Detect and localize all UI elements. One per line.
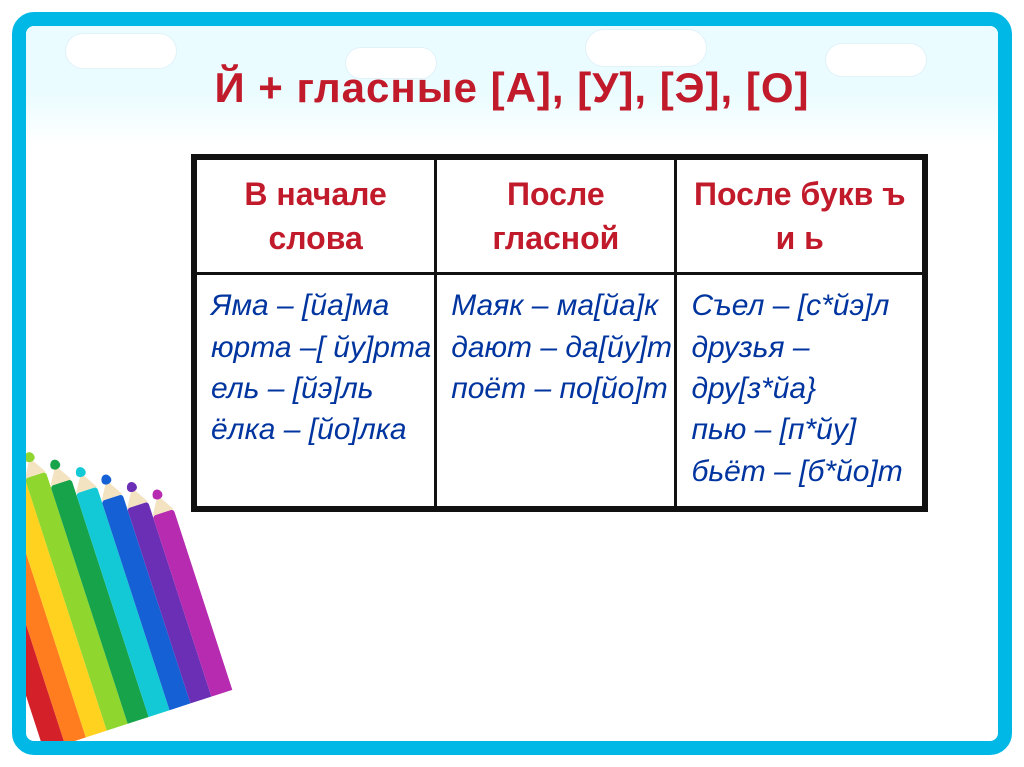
- col-header-2: После гласной: [436, 159, 676, 274]
- col-header-1: В начале слова: [196, 159, 436, 274]
- example-line: поёт – по[йо]т: [451, 368, 660, 409]
- slide-frame: Й + гласные [А], [У], [Э], [О] В начале …: [12, 12, 1012, 755]
- example-line: друзья –: [691, 327, 908, 368]
- example-line: бьёт – [б*йо]т: [691, 451, 908, 492]
- example-line: дают – да[йу]т: [451, 327, 660, 368]
- cloud-icon: [586, 30, 706, 66]
- example-line: ель – [йэ]ль: [211, 368, 420, 409]
- cell-col2: Маяк – ма[йа]кдают – да[йу]тпоёт – по[йо…: [436, 274, 676, 508]
- rules-table: В начале слова После гласной После букв …: [191, 154, 928, 512]
- slide-title: Й + гласные [А], [У], [Э], [О]: [26, 64, 998, 112]
- example-line: юрта –[ йу]рта: [211, 327, 420, 368]
- example-line: ёлка – [йо]лка: [211, 409, 420, 450]
- example-line: дру[з*йа}: [691, 368, 908, 409]
- example-line: Яма – [йа]ма: [211, 285, 420, 326]
- example-line: Маяк – ма[йа]к: [451, 285, 660, 326]
- example-line: Съел – [с*йэ]л: [691, 285, 908, 326]
- cell-col3: Съел – [с*йэ]лдрузья –дру[з*йа}пью – [п*…: [676, 274, 924, 508]
- cell-col1: Яма – [йа]маюрта –[ йу]ртаель – [йэ]льёл…: [196, 274, 436, 508]
- col-header-3: После букв ъ и ь: [676, 159, 924, 274]
- cloud-icon: [66, 34, 176, 68]
- example-line: пью – [п*йу]: [691, 409, 908, 450]
